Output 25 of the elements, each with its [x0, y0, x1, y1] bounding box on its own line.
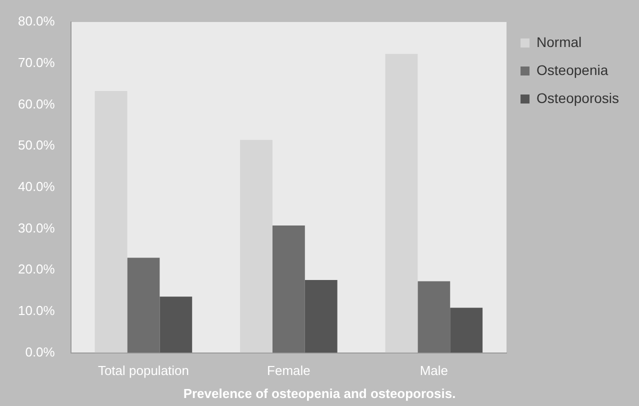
bar	[160, 296, 192, 353]
bar	[272, 225, 305, 353]
x-tick-label: Female	[267, 363, 310, 378]
bar	[304, 280, 338, 353]
bar	[127, 258, 160, 353]
y-tick-label: 50.0%	[18, 138, 56, 153]
bar	[418, 281, 450, 353]
y-tick-label: 30.0%	[18, 220, 56, 236]
y-tick-label: 70.0%	[18, 54, 56, 70]
x-tick-label: Male	[420, 363, 448, 378]
y-tick-label: 40.0%	[18, 178, 56, 194]
bar	[385, 54, 418, 353]
bar	[240, 140, 272, 353]
legend-label: Normal	[536, 34, 582, 50]
x-tick-label: Total population	[98, 363, 190, 378]
y-tick-label: 0.0%	[25, 344, 56, 360]
text: Prevelence of osteopenia and osteoporosis.	[183, 386, 456, 401]
y-tick-label: 80.0%	[18, 14, 56, 29]
legend-label: Osteopenia	[536, 62, 608, 78]
y-tick-label: 20.0%	[18, 262, 56, 277]
y-tick-label: 60.0%	[18, 96, 56, 112]
bar	[450, 308, 483, 353]
legend-label: Osteoporosis	[536, 90, 619, 106]
y-tick-label: 10.0%	[18, 303, 56, 318]
bar	[94, 91, 128, 353]
